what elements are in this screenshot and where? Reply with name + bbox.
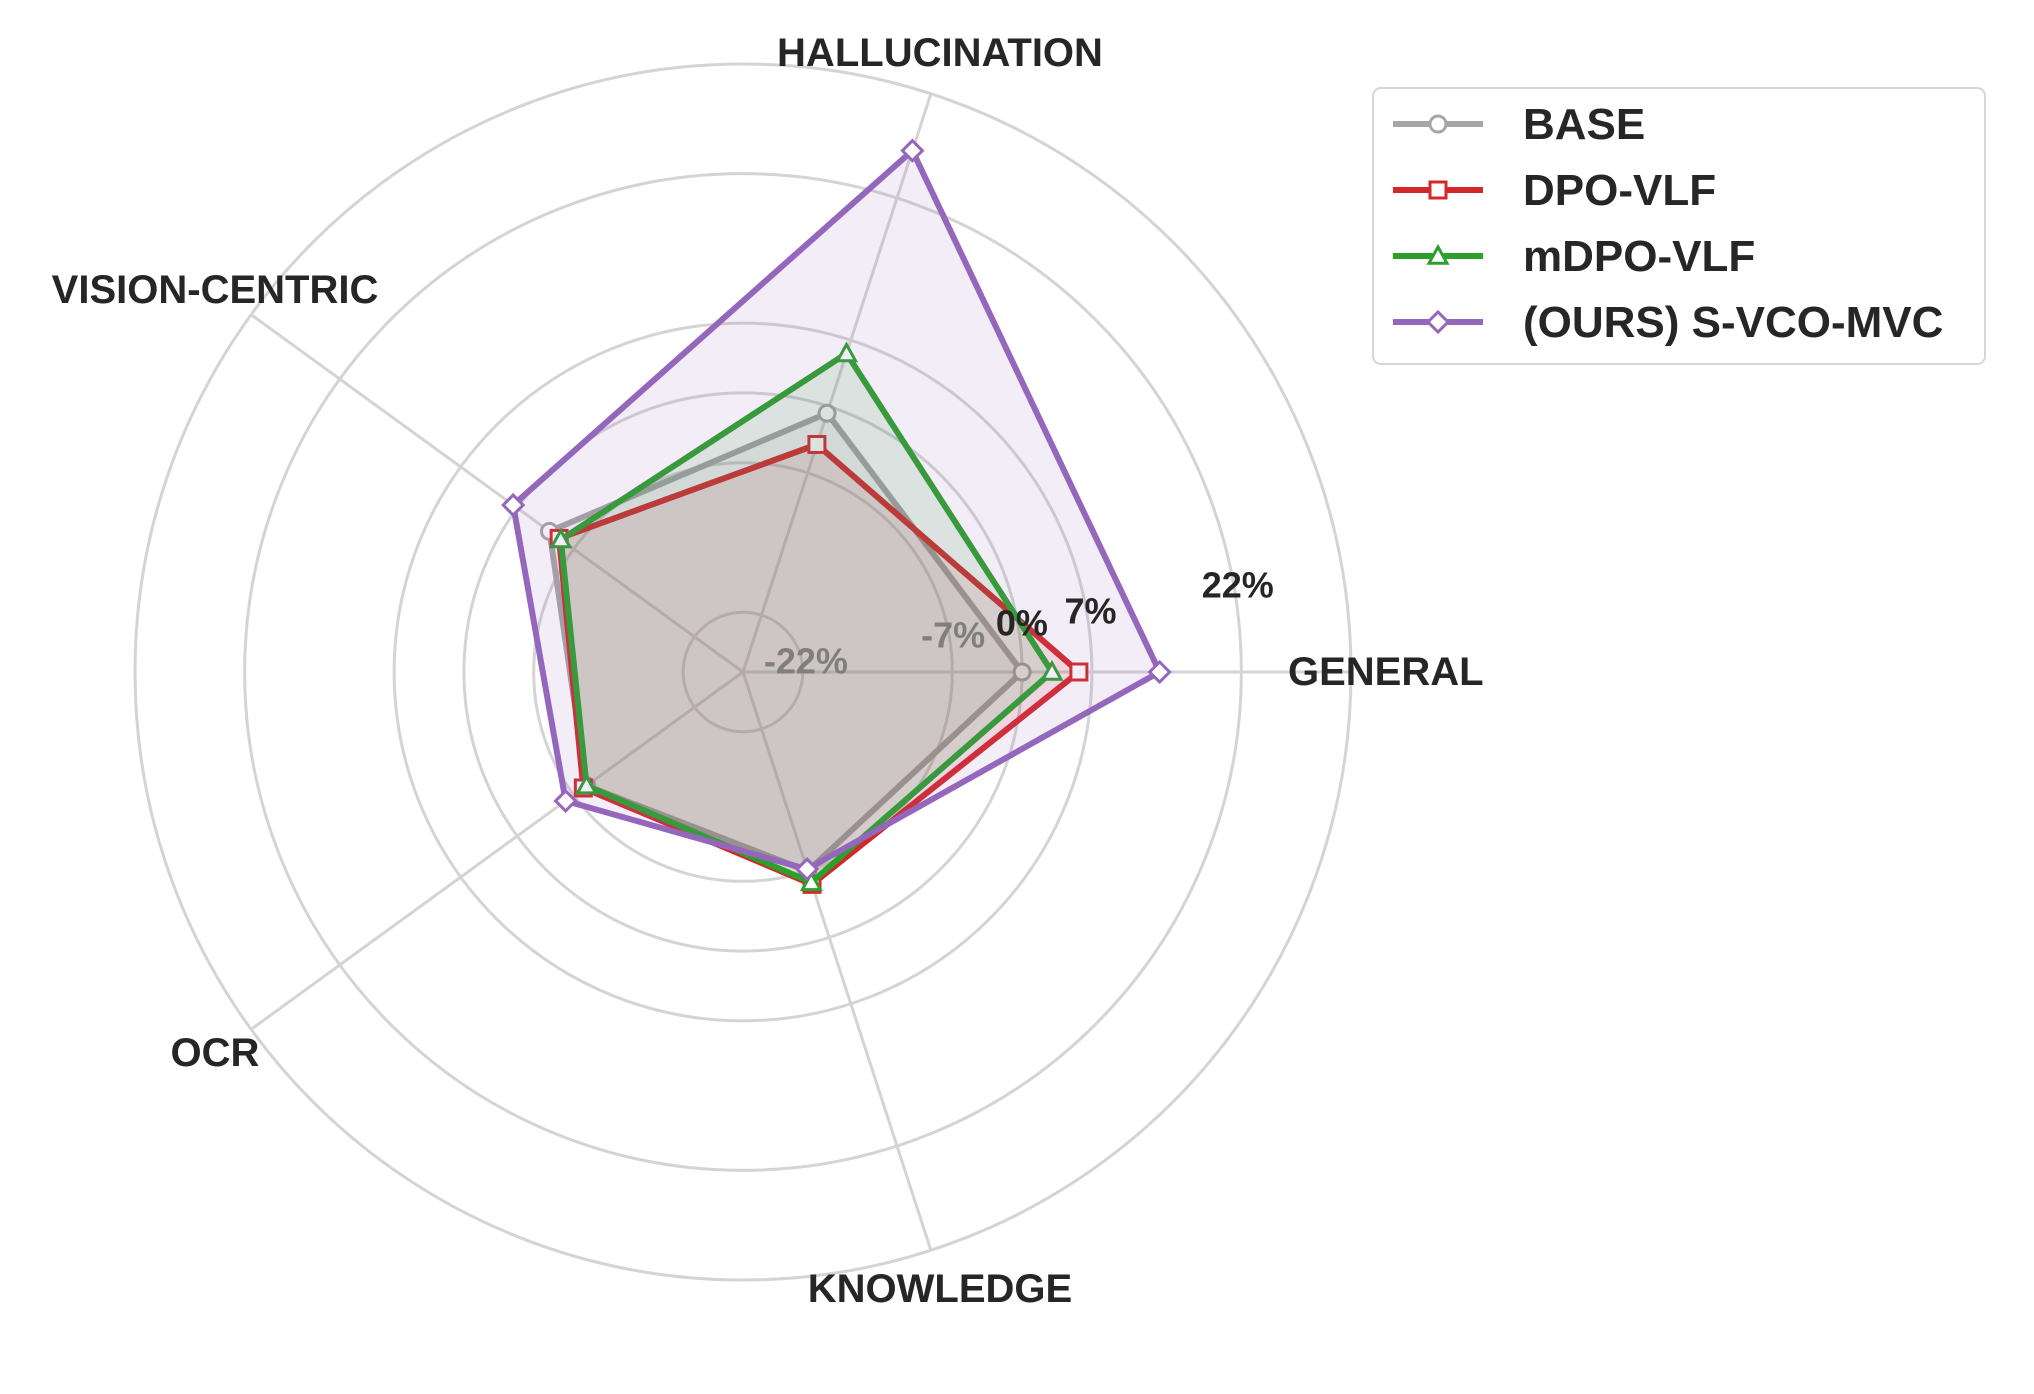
axis-label-4: KNOWLEDGE bbox=[808, 1267, 1072, 1311]
legend-label-1: DPO-VLF bbox=[1523, 166, 1716, 215]
data-point-1-0 bbox=[1069, 662, 1089, 682]
radar-series bbox=[501, 138, 1172, 894]
axis-label-0: GENERAL bbox=[1288, 650, 1484, 694]
legend: BASE DPO-VLF mDPO-VLF (OURS) S-VCO-MVC bbox=[1372, 87, 1986, 365]
data-point-3-3 bbox=[553, 788, 578, 814]
data-point-2-4 bbox=[799, 870, 823, 892]
data-point-0-0 bbox=[1012, 662, 1032, 682]
series-3 bbox=[501, 138, 1172, 882]
data-point-1-1 bbox=[807, 434, 827, 454]
radial-tick-label-0: -22% bbox=[764, 641, 848, 682]
axis-label-1: HALLUCINATION bbox=[777, 31, 1103, 75]
legend-label-3: (OURS) S-VCO-MVC bbox=[1523, 298, 1943, 347]
grid-spoke-1 bbox=[741, 93, 933, 673]
legend-items: BASE DPO-VLF mDPO-VLF (OURS) S-VCO-MVC bbox=[1393, 100, 1943, 347]
radial-ticks: -22% -7% 0% 7% 22% bbox=[764, 564, 1274, 681]
data-point-legend-1 bbox=[1428, 180, 1448, 200]
legend-label-2: mDPO-VLF bbox=[1523, 232, 1755, 281]
axis-label-3: OCR bbox=[171, 1031, 260, 1075]
data-point-legend-3 bbox=[1425, 309, 1451, 335]
grid-spoke-4 bbox=[741, 671, 933, 1251]
axis-labels: GENERAL HALLUCINATION VISION-CENTRIC OCR KNO… bbox=[52, 31, 1484, 1311]
series-line-3 bbox=[510, 147, 1163, 873]
series-fill-0 bbox=[549, 413, 1023, 872]
radial-tick-label-2: 0% bbox=[996, 603, 1048, 644]
radial-tick-label-3: 7% bbox=[1065, 590, 1117, 631]
data-point-2-3 bbox=[575, 773, 599, 795]
legend-label-0: BASE bbox=[1523, 100, 1645, 149]
data-point-legend-0 bbox=[1428, 114, 1448, 134]
data-point-2-2 bbox=[549, 527, 573, 549]
series-fill-3 bbox=[513, 150, 1160, 870]
grid-spoke-2 bbox=[250, 313, 744, 674]
data-point-3-4 bbox=[794, 857, 820, 882]
radial-tick-label-4: 22% bbox=[1202, 564, 1274, 605]
data-point-2-0 bbox=[1040, 659, 1064, 681]
grid-spoke-3 bbox=[250, 670, 744, 1031]
axis-label-2: VISION-CENTRIC bbox=[52, 268, 379, 312]
radial-tick-label-1: -7% bbox=[921, 615, 985, 656]
data-point-3-2 bbox=[501, 492, 526, 518]
data-point-2-1 bbox=[834, 341, 859, 363]
data-point-legend-2 bbox=[1426, 243, 1450, 265]
data-point-3-1 bbox=[900, 138, 925, 163]
legend-frame bbox=[1372, 87, 1986, 365]
radar-grid bbox=[133, 62, 1353, 1282]
data-point-3-0 bbox=[1147, 659, 1172, 685]
data-point-0-1 bbox=[817, 403, 837, 423]
